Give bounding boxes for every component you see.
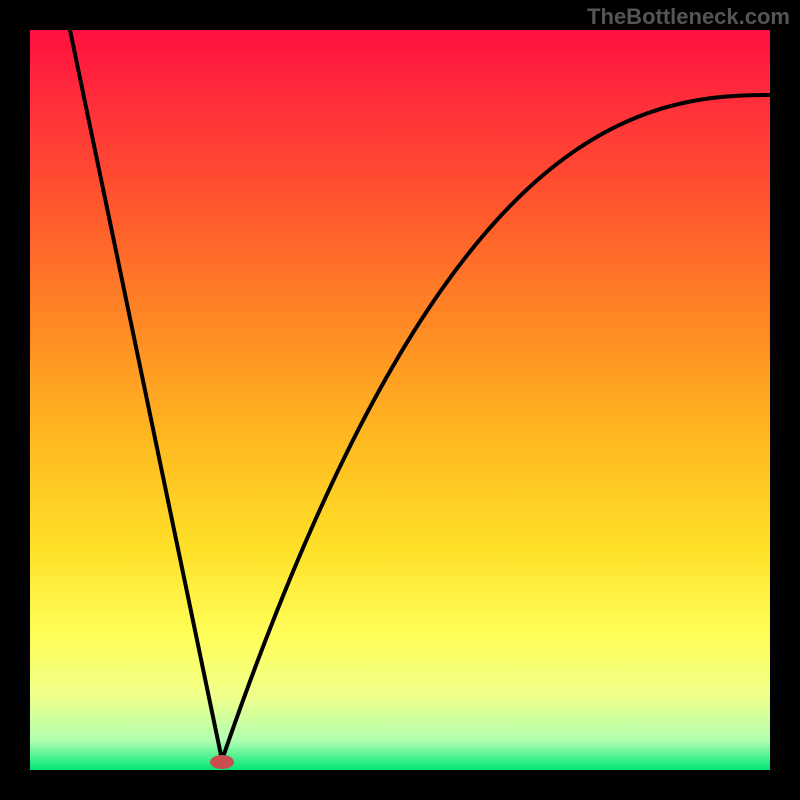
bottleneck-chart xyxy=(0,0,800,800)
sweet-spot-marker xyxy=(210,755,234,769)
chart-container: TheBottleneck.com xyxy=(0,0,800,800)
